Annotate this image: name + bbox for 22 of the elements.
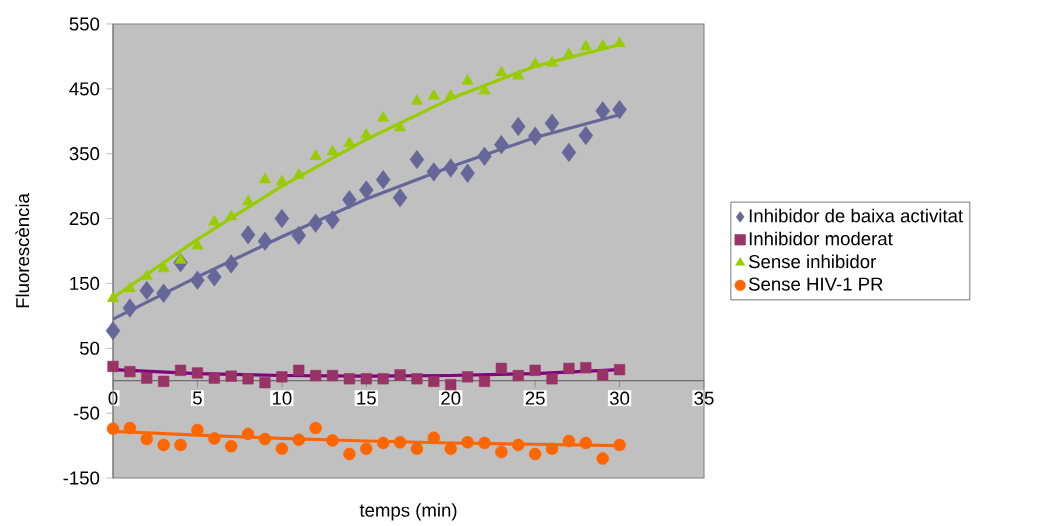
x-tick-label: 25 — [525, 391, 545, 405]
legend-label: Inhibidor de baixa activitat — [749, 208, 963, 223]
y-tick-label: -150 — [63, 471, 100, 485]
x-tick-label: 0 — [108, 391, 118, 405]
x-tick-label: 10 — [272, 391, 292, 405]
y-tick-label: 350 — [69, 147, 100, 161]
x-axis-title: temps (min) — [359, 503, 457, 521]
y-tick-label: 550 — [69, 17, 100, 31]
legend-label: Inhibidor moderat — [749, 231, 893, 246]
y-tick-label: 150 — [70, 276, 100, 291]
legend-label: Sense inhibidor — [748, 254, 876, 269]
y-axis-title: Fluorescència — [15, 193, 30, 308]
y-tick-label: 450 — [69, 82, 100, 96]
legend-label: Sense HIV-1 PR — [748, 277, 883, 291]
y-tick-label: 250 — [69, 211, 100, 226]
y-tick-label: 50 — [79, 341, 100, 355]
x-tick-label: 15 — [357, 391, 376, 405]
x-tick-label: 20 — [441, 391, 461, 405]
x-tick-label: 5 — [193, 391, 202, 405]
y-tick-label: -50 — [73, 406, 100, 420]
x-tick-label: 30 — [609, 391, 630, 405]
x-tick-label: 35 — [694, 391, 714, 405]
